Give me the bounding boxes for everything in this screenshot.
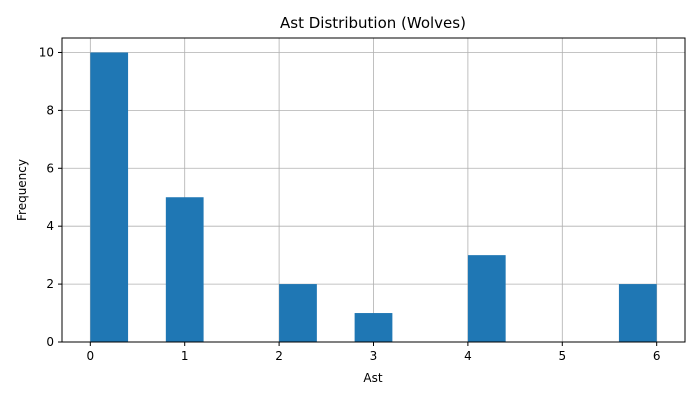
y-tick-label: 4 [46, 219, 54, 233]
x-tick-label: 5 [558, 349, 566, 363]
histogram-bar-0 [90, 52, 129, 342]
histogram-bar-3 [354, 313, 393, 342]
x-axis-ticks: 0 1 2 3 4 5 6 [86, 342, 661, 363]
histogram-bar-4 [467, 255, 506, 342]
chart-title: Ast Distribution (Wolves) [280, 14, 466, 32]
x-tick-label: 6 [653, 349, 661, 363]
y-tick-label: 2 [46, 277, 54, 291]
y-tick-label: 10 [39, 45, 54, 59]
x-tick-label: 2 [275, 349, 283, 363]
histogram-bar-5 [618, 284, 657, 342]
histogram-bar-2 [279, 284, 317, 342]
x-axis-label: Ast [363, 371, 382, 385]
y-axis-ticks: 0 2 4 6 8 10 [39, 45, 62, 349]
y-tick-label: 0 [46, 335, 54, 349]
x-tick-label: 1 [181, 349, 189, 363]
x-tick-label: 0 [86, 349, 94, 363]
y-tick-label: 6 [46, 161, 54, 175]
histogram-bar-1 [165, 197, 204, 342]
x-tick-label: 4 [464, 349, 472, 363]
bars [90, 52, 657, 342]
y-axis-label: Frequency [15, 159, 29, 221]
x-tick-label: 3 [370, 349, 378, 363]
grid [62, 38, 685, 343]
y-tick-label: 8 [46, 103, 54, 117]
